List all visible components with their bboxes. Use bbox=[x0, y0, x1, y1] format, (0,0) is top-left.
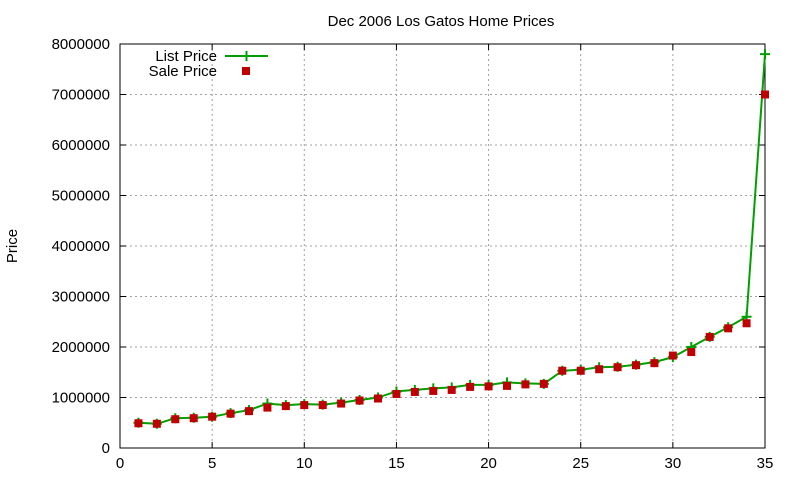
y-axis-label: Price bbox=[4, 229, 21, 263]
y-tick-label: 1000000 bbox=[52, 390, 110, 407]
sale-price-point bbox=[558, 366, 567, 375]
x-tick-label: 20 bbox=[480, 455, 497, 472]
y-tick-label: 6000000 bbox=[52, 137, 110, 154]
y-tick-label: 8000000 bbox=[52, 36, 110, 53]
sale-price-point bbox=[355, 396, 364, 405]
sale-price-point bbox=[632, 361, 640, 370]
sale-price-point bbox=[466, 382, 475, 391]
chart-title: Dec 2006 Los Gatos Home Prices bbox=[328, 13, 555, 30]
legend-marker-list-price bbox=[241, 51, 252, 61]
y-tick-label: 0 bbox=[102, 440, 110, 457]
sale-price-point bbox=[595, 365, 604, 374]
sale-price-point bbox=[613, 363, 622, 372]
sale-price-point bbox=[650, 359, 659, 368]
x-tick-label: 30 bbox=[665, 455, 682, 472]
sale-price-point bbox=[429, 386, 438, 395]
sale-price-point bbox=[226, 409, 235, 418]
sale-price-point bbox=[539, 379, 548, 388]
sale-price-point bbox=[521, 380, 530, 389]
x-tick-label: 15 bbox=[388, 455, 405, 472]
list-price-point bbox=[760, 49, 770, 60]
sale-price-point bbox=[263, 403, 272, 412]
sale-price-point bbox=[208, 412, 217, 421]
x-tick-label: 25 bbox=[572, 455, 589, 472]
sale-price-point bbox=[761, 90, 769, 99]
sale-price-point bbox=[742, 319, 751, 328]
sale-price-point bbox=[337, 399, 346, 408]
legend-label-sale-price: Sale Price bbox=[149, 63, 217, 80]
sale-price-point bbox=[687, 348, 696, 357]
sale-price-point bbox=[300, 401, 309, 410]
plot-frame bbox=[119, 43, 766, 449]
y-tick-label: 4000000 bbox=[52, 238, 110, 255]
tick-labels: 0 1000000 2000000 3000000 4000000 5000000 6000… bbox=[52, 36, 774, 472]
sale-price-point bbox=[318, 401, 327, 410]
series-layer bbox=[133, 49, 770, 429]
list-price-line bbox=[138, 54, 766, 425]
sale-price-point bbox=[152, 419, 161, 428]
sale-price-point bbox=[484, 382, 493, 391]
sale-price-point bbox=[374, 394, 382, 403]
y-tick-label: 5000000 bbox=[52, 188, 110, 205]
legend: List Price Sale Price bbox=[149, 48, 268, 80]
legend-marker-sale-price bbox=[242, 67, 250, 75]
sale-price-point bbox=[281, 402, 290, 411]
sale-price-point bbox=[392, 389, 401, 398]
sale-price-point bbox=[447, 385, 456, 394]
y-tick-label: 2000000 bbox=[52, 339, 110, 356]
x-tick-label: 35 bbox=[757, 455, 774, 472]
x-tick-label: 5 bbox=[208, 455, 216, 472]
x-tick-label: 10 bbox=[296, 455, 313, 472]
sale-price-point bbox=[410, 387, 419, 396]
legend-label-list-price: List Price bbox=[155, 48, 217, 65]
sale-price-point bbox=[189, 414, 198, 423]
y-tick-label: 7000000 bbox=[52, 87, 110, 104]
sale-price-point bbox=[724, 324, 733, 333]
sale-price-point bbox=[576, 366, 585, 375]
sale-price-point bbox=[245, 407, 253, 416]
sale-price-point bbox=[668, 351, 677, 360]
sale-price-point bbox=[503, 381, 511, 390]
sale-price-point bbox=[134, 419, 143, 428]
y-tick-label: 3000000 bbox=[52, 289, 110, 306]
x-tick-label: 0 bbox=[116, 455, 124, 472]
sale-price-point bbox=[171, 415, 180, 424]
sale-price-point bbox=[705, 332, 714, 341]
